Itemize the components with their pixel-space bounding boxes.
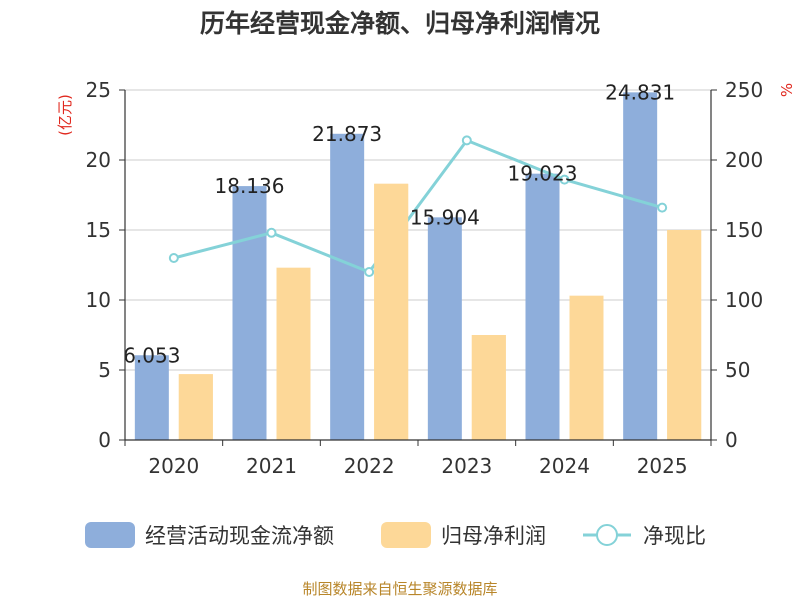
- x-tick-label: 2024: [539, 454, 590, 478]
- legend-marker-ratio[interactable]: [596, 524, 618, 546]
- left-tick-label: 15: [86, 218, 111, 242]
- x-tick-label: 2021: [246, 454, 297, 478]
- bar-cash-flow: [330, 133, 365, 440]
- data-label-cash-flow: 19.023: [508, 162, 578, 186]
- line-point: [364, 267, 375, 277]
- left-tick-label: 10: [86, 288, 111, 312]
- line-point: [559, 174, 570, 185]
- bar-net-profit-overlay: [667, 230, 702, 440]
- x-tick-label: 2022: [344, 454, 395, 478]
- right-tick-label: 0: [725, 428, 738, 452]
- data-label-cash-flow: 18.136: [215, 174, 285, 198]
- gridlines: [125, 89, 711, 371]
- legend-label-net-profit[interactable]: 归母净利润: [441, 524, 546, 548]
- chart-title: 历年经营现金净额、归母净利润情况: [200, 9, 600, 38]
- left-axis-unit: (亿元): [56, 94, 74, 136]
- left-tick-label: 25: [86, 78, 111, 102]
- legend[interactable]: 经营活动现金流净额 归母净利润 净现比: [85, 522, 706, 548]
- bar-cash-flow: [232, 186, 267, 440]
- left-tick-label: 0: [98, 428, 111, 452]
- bar-cash-flow: [525, 173, 560, 441]
- line-point: [461, 135, 472, 146]
- source-note: 制图数据来自恒生聚源数据库: [302, 580, 497, 598]
- left-tick-label: 5: [98, 358, 111, 382]
- x-tick-label: 2025: [637, 454, 688, 478]
- bar-net-profit-overlay: [178, 374, 213, 440]
- x-tick-label: 2020: [148, 454, 199, 478]
- data-label-cash-flow: 15.904: [410, 205, 480, 229]
- legend-label-ratio[interactable]: 净现比: [643, 524, 706, 548]
- data-labels: 6.053 18.136 21.873 15.904 19.023 24.831: [123, 80, 702, 441]
- bar-cash-flow: [134, 355, 169, 440]
- x-tick-label: 2023: [441, 454, 492, 478]
- line-net-cash-ratio: [173, 138, 663, 274]
- bar-series: [134, 92, 702, 441]
- right-tick-label: 150: [725, 218, 763, 242]
- right-tick-label: 200: [725, 148, 763, 172]
- data-label-cash-flow: 21.873: [312, 122, 382, 146]
- bar-cash-flow: [623, 92, 658, 440]
- right-axis-unit: %: [778, 83, 796, 97]
- bar-net-profit-overlay: [569, 295, 604, 440]
- line-point: [657, 202, 668, 213]
- data-label-cash-flow: 6.053: [123, 343, 180, 367]
- right-tick-label: 50: [725, 358, 750, 382]
- data-label-cash-flow: 24.831: [605, 80, 675, 104]
- legend-label-cash-flow[interactable]: 经营活动现金流净额: [145, 524, 334, 548]
- line-point: [168, 253, 179, 263]
- bar-net-profit-overlay: [374, 183, 409, 441]
- right-tick-label: 100: [725, 288, 763, 312]
- legend-swatch-cash-flow[interactable]: [85, 522, 135, 548]
- bar-net-profit-overlay: [276, 267, 311, 440]
- bar-cash-flow: [427, 217, 462, 440]
- right-tick-label: 250: [725, 78, 763, 102]
- legend-swatch-net-profit[interactable]: [381, 522, 431, 548]
- left-tick-label: 20: [86, 148, 111, 172]
- line-point: [266, 227, 277, 238]
- bar-net-profit-overlay: [471, 335, 506, 440]
- line-series: [168, 135, 668, 277]
